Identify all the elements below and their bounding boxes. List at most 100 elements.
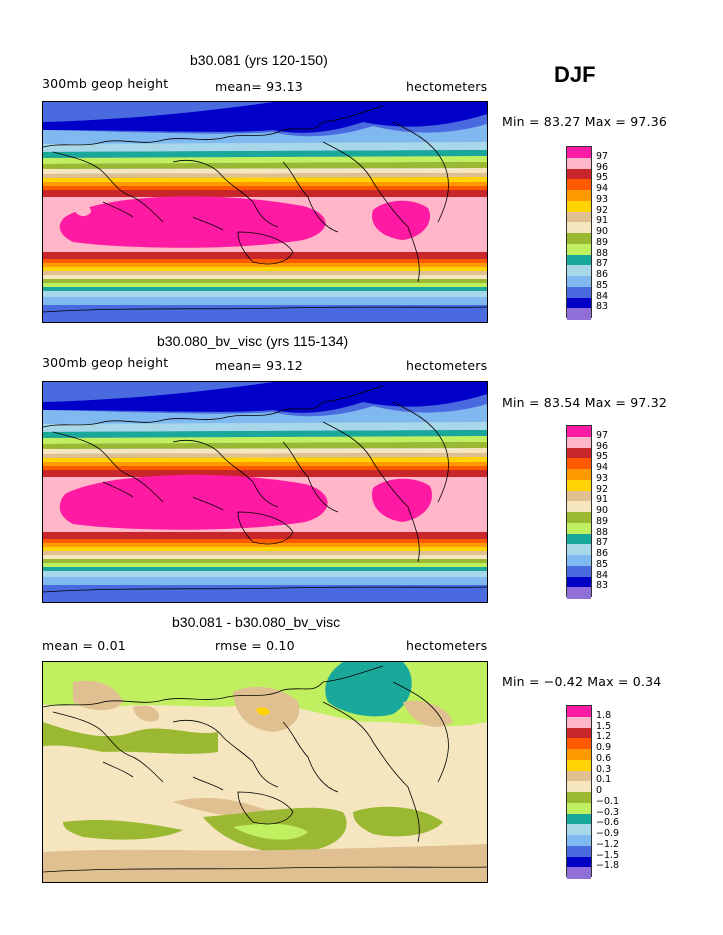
- colorbar-swatch: [567, 297, 591, 309]
- panel-2-colorbar-swatches: [566, 425, 592, 599]
- colorbar-tick-label: 91: [596, 215, 609, 227]
- colorbar-swatch: [567, 211, 591, 223]
- colorbar-tick-label: −0.9: [596, 828, 620, 839]
- colorbar-tick-label: 90: [596, 505, 609, 516]
- panel-1-colorbar-swatches: [566, 146, 592, 320]
- colorbar-swatch: [567, 716, 591, 728]
- panel-2-units-label: hectometers: [406, 358, 488, 373]
- colorbar-tick-label: −0.1: [596, 795, 620, 807]
- colorbar-swatch: [567, 749, 591, 761]
- colorbar-swatch: [567, 845, 591, 857]
- colorbar-swatch: [567, 200, 591, 212]
- colorbar-tick-label: 0: [596, 785, 603, 796]
- colorbar-swatch: [567, 565, 591, 577]
- colorbar-swatch: [567, 813, 591, 825]
- colorbar-tick-label: 86: [596, 269, 609, 280]
- colorbar-tick-label: 89: [596, 515, 609, 527]
- colorbar-swatch: [567, 522, 591, 534]
- colorbar-swatch: [567, 792, 591, 804]
- colorbar-swatch: [567, 835, 591, 847]
- panel-1-units-label: hectometers: [406, 79, 488, 94]
- colorbar-swatch: [567, 157, 591, 169]
- colorbar-swatch: [567, 243, 591, 255]
- colorbar-swatch: [567, 190, 591, 202]
- colorbar-swatch: [567, 233, 591, 245]
- colorbar-tick-label: 94: [596, 183, 609, 194]
- colorbar-tick-label: 0.9: [596, 742, 612, 753]
- panel-3-units-label: hectometers: [406, 638, 488, 653]
- colorbar-tick-label: −1.8: [596, 860, 620, 872]
- panel-2-contour-plot: [43, 382, 487, 602]
- colorbar-tick-label: 93: [596, 472, 609, 484]
- colorbar-swatch: [567, 286, 591, 298]
- colorbar-tick-label: 0.3: [596, 763, 612, 775]
- colorbar-swatch: [567, 265, 591, 277]
- colorbar-tick-label: 88: [596, 526, 609, 538]
- colorbar-swatch: [567, 781, 591, 793]
- colorbar-swatch: [567, 479, 591, 491]
- panel-2-mean-label: mean= 93.12: [215, 358, 303, 373]
- panel-3-mean-label: mean = 0.01: [42, 638, 126, 653]
- colorbar-swatch: [567, 770, 591, 782]
- colorbar-tick-label: 0.1: [596, 774, 612, 786]
- panel-1-variable-label: 300mb geop height: [42, 76, 169, 91]
- colorbar-tick-label: 92: [596, 204, 609, 216]
- panel-1-title: b30.081 (yrs 120-150): [190, 52, 328, 68]
- colorbar-swatch: [567, 576, 591, 588]
- colorbar-tick-label: 95: [596, 451, 609, 463]
- colorbar-tick-label: 1.8: [596, 709, 612, 721]
- colorbar-swatch: [567, 533, 591, 545]
- colorbar-swatch: [567, 867, 591, 879]
- colorbar-swatch: [567, 738, 591, 750]
- colorbar-swatch: [567, 168, 591, 180]
- colorbar-tick-label: 91: [596, 494, 609, 506]
- colorbar-swatch: [567, 447, 591, 459]
- colorbar-swatch: [567, 436, 591, 448]
- colorbar-tick-label: 84: [596, 290, 609, 302]
- colorbar-tick-label: 89: [596, 236, 609, 248]
- colorbar-swatch: [567, 490, 591, 502]
- colorbar-tick-label: −0.3: [596, 806, 620, 818]
- colorbar-swatch: [567, 426, 591, 438]
- colorbar-tick-label: 96: [596, 161, 609, 173]
- colorbar-tick-label: 0.6: [596, 752, 612, 764]
- colorbar-swatch: [567, 276, 591, 288]
- colorbar-tick-label: −0.6: [596, 817, 620, 829]
- colorbar-tick-label: 86: [596, 548, 609, 559]
- colorbar-tick-label: 93: [596, 193, 609, 205]
- colorbar-swatch: [567, 179, 591, 191]
- colorbar-tick-label: 83: [596, 301, 609, 313]
- colorbar-swatch: [567, 706, 591, 718]
- panel-3-minmax-label: Min = −0.42 Max = 0.34: [502, 674, 662, 689]
- colorbar-tick-label: 1.5: [596, 720, 612, 732]
- colorbar-tick-label: 90: [596, 226, 609, 237]
- colorbar-tick-label: 94: [596, 462, 609, 473]
- season-label: DJF: [554, 62, 596, 87]
- panel-3-title: b30.081 - b30.080_bv_visc: [172, 614, 341, 630]
- colorbar-tick-label: 97: [596, 429, 609, 441]
- colorbar-swatch: [567, 759, 591, 771]
- colorbar-tick-label: 87: [596, 537, 609, 549]
- colorbar-swatch: [567, 512, 591, 524]
- panel-3-colorbar-swatches: [566, 705, 592, 879]
- panel-2-minmax-label: Min = 83.54 Max = 97.32: [502, 395, 668, 410]
- panel-2-variable-label: 300mb geop height: [42, 355, 169, 370]
- colorbar-tick-label: 87: [596, 258, 609, 270]
- colorbar-tick-label: 88: [596, 247, 609, 259]
- panel-1-map: [42, 101, 488, 323]
- colorbar-tick-label: −1.5: [596, 849, 620, 861]
- panel-2-map: [42, 381, 488, 603]
- colorbar-tick-label: 95: [596, 172, 609, 184]
- colorbar-swatch: [567, 824, 591, 836]
- colorbar-tick-label: 92: [596, 483, 609, 495]
- panel-3-map: [42, 661, 488, 883]
- colorbar-swatch: [567, 308, 591, 320]
- colorbar-swatch: [567, 802, 591, 814]
- colorbar-swatch: [567, 555, 591, 567]
- colorbar-swatch: [567, 147, 591, 159]
- colorbar-swatch: [567, 254, 591, 266]
- colorbar-swatch: [567, 544, 591, 556]
- colorbar-tick-label: 84: [596, 569, 609, 581]
- colorbar-tick-label: 96: [596, 440, 609, 452]
- panel-2-colorbar: 97 96 95 94 93 92 91 90 89 88 87 86 85 84 83: [566, 425, 626, 599]
